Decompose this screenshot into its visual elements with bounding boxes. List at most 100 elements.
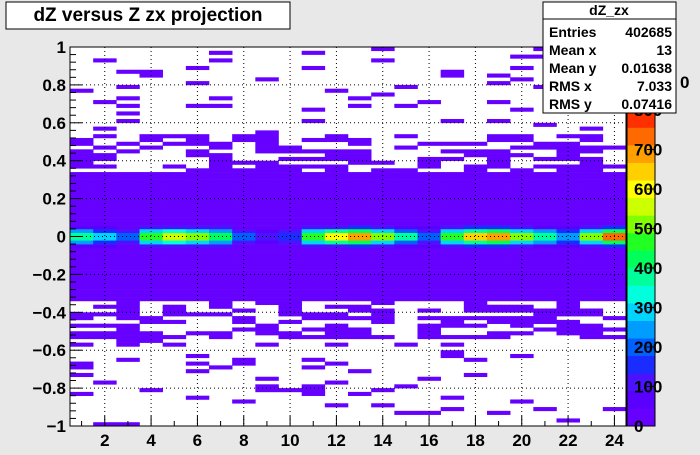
heatmap-cell [232,198,256,203]
heatmap-cell [139,228,163,234]
x-tick-label: 24 [605,431,624,450]
heatmap-cell [93,278,117,283]
heatmap-cell [533,263,557,268]
heatmap-cell [463,172,488,177]
heatmap-cell [440,228,465,234]
heatmap-cell [556,206,580,211]
heatmap-cell [301,357,326,362]
heatmap-cell [209,365,233,370]
heatmap-cell [602,206,627,211]
heatmap-cell [533,228,557,234]
heatmap-cell [185,168,210,173]
heatmap-cell [463,251,488,256]
heatmap-cell [463,232,488,237]
heatmap-cell [510,319,534,324]
heatmap-cell [556,191,580,196]
heatmap-cell [209,198,233,203]
heatmap-cell [301,213,326,218]
heatmap-cell [487,209,511,215]
heatmap-cell [324,263,349,268]
heatmap-cell [417,202,441,207]
heatmap-cell [487,134,511,139]
heatmap-cell [255,376,279,381]
heatmap-cell [324,316,349,321]
heatmap-cell [278,274,302,279]
heatmap-cell [255,327,279,332]
heatmap-cell [255,130,279,135]
heatmap-cell [348,266,372,271]
heatmap-cell [255,285,279,290]
heatmap-cell [139,134,163,139]
heatmap-cell [301,255,326,260]
heatmap-cell [139,179,163,184]
x-tick-label: 12 [327,431,346,450]
heatmap-cell [278,187,302,192]
heatmap-cell [301,149,326,154]
heatmap-cell [371,263,395,268]
heatmap-cell [510,304,534,309]
heatmap-cell [371,281,395,287]
heatmap-cell [533,209,557,215]
heatmap-cell [324,187,349,192]
heatmap-cell [487,100,511,105]
heatmap-cell [417,263,441,268]
heatmap-cell [440,225,465,230]
heatmap-cell [371,388,395,393]
stat-label: Mean x [549,42,597,58]
heatmap-cell [116,289,140,294]
heatmap-cell [162,172,187,177]
heatmap-cell [579,198,604,203]
heatmap-cell [417,251,441,256]
heatmap-cell [579,281,604,287]
heatmap-cell [301,50,326,55]
heatmap-cell [255,187,279,192]
heatmap-cell [116,338,140,343]
heatmap-cell [278,259,302,264]
heatmap-cell [463,300,488,306]
heatmap-cell [116,236,140,241]
heatmap-cell [371,183,395,188]
heatmap-cell [417,331,441,336]
heatmap-cell [324,304,349,309]
heatmap-cell [93,126,117,131]
heatmap-cell [579,323,604,328]
heatmap-cell [209,172,233,177]
heatmap-cell [556,240,580,245]
stat-value: 402685 [625,24,672,40]
heatmap-cell [255,175,279,180]
heatmap-cell [348,259,372,264]
heatmap-cell [324,244,349,249]
heatmap-cell [556,323,580,328]
heatmap-cell [116,247,140,252]
heatmap-cell [301,156,326,161]
heatmap-cell [116,111,140,116]
heatmap-cell [579,194,604,199]
heatmap-cell [232,175,256,180]
x-tick-label: 6 [193,431,202,450]
heatmap-cell [162,232,187,237]
heatmap-cell [440,73,465,78]
heatmap-cell [116,304,140,309]
heatmap-cell [510,308,534,313]
chart-title: dZ versus Z zx projection [33,5,262,26]
heatmap-cell [556,259,580,264]
heatmap-cell [463,372,488,378]
heatmap-cell [510,172,534,177]
heatmap-cell [162,221,187,226]
heatmap-cell [348,187,372,192]
heatmap-cell [209,228,233,234]
heatmap-cell [440,187,465,192]
heatmap-cell [533,179,557,184]
heatmap-cell [232,168,256,173]
heatmap-cell [278,304,302,309]
palette-tick-label: 500 [634,220,662,239]
x-tick-label: 8 [239,431,248,450]
heatmap-cell [487,289,511,294]
heatmap-cell [93,247,117,252]
heatmap-cell [394,206,418,211]
heatmap-cell [70,194,94,199]
heatmap-cell [463,240,488,245]
heatmap-cell [116,84,140,89]
heatmap-cell [185,274,210,279]
heatmap-cell [417,156,441,161]
